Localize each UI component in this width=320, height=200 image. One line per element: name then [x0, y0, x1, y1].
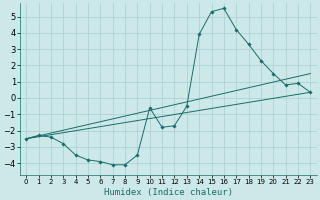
X-axis label: Humidex (Indice chaleur): Humidex (Indice chaleur) — [104, 188, 233, 197]
